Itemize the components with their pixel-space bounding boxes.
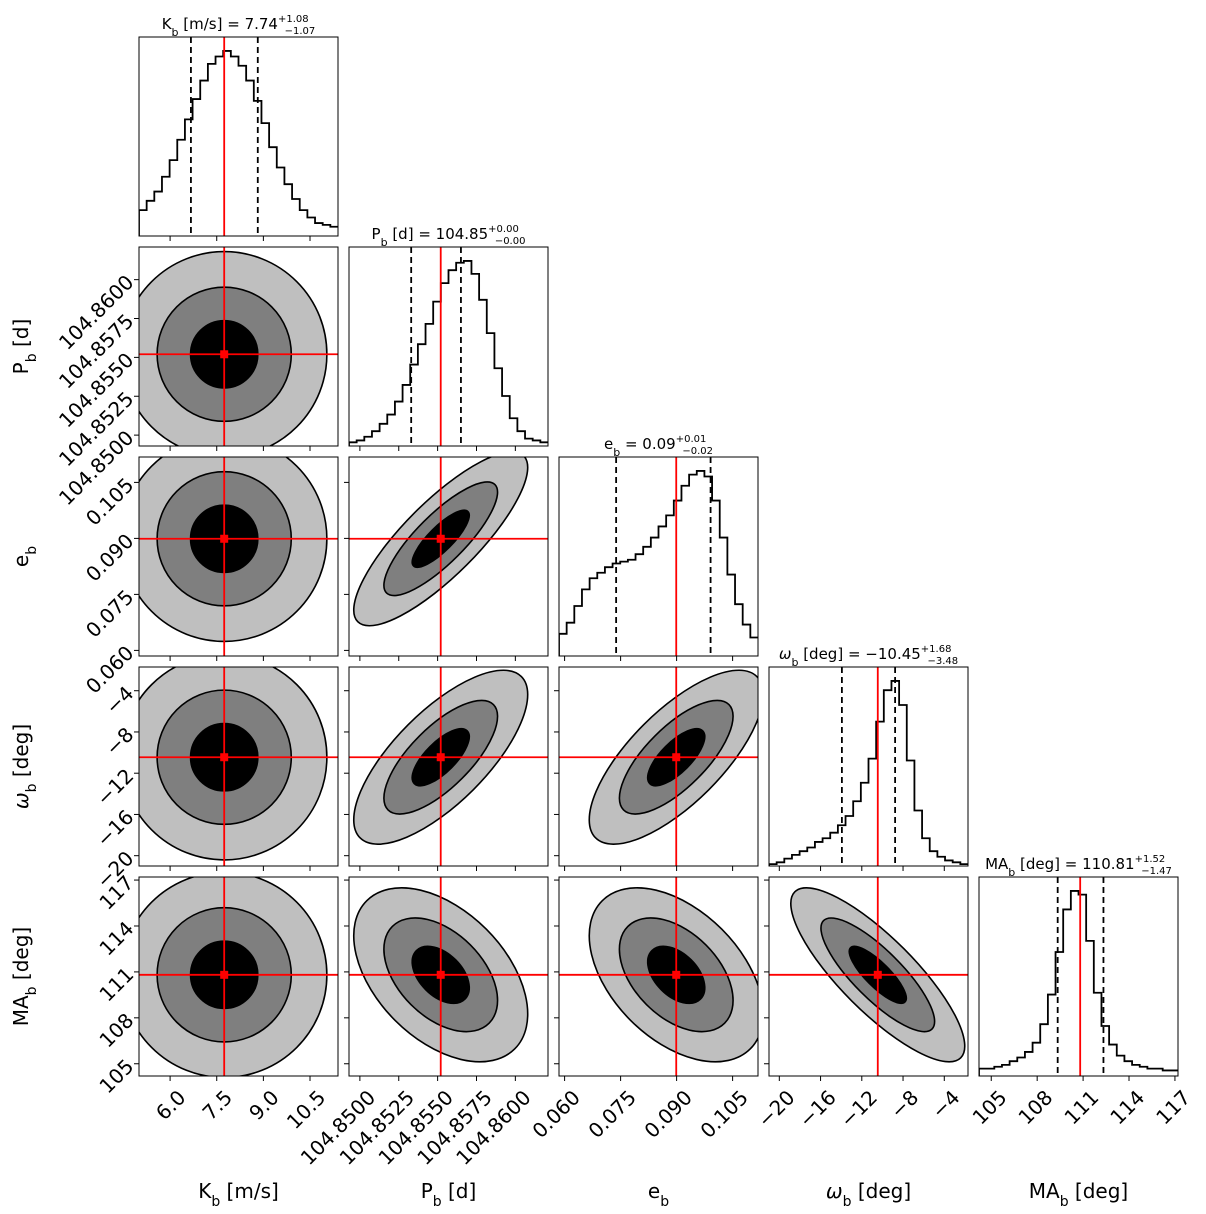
panel-frame [348, 246, 549, 447]
x-tick-label-MA: 114 [1105, 1085, 1149, 1129]
y-tick-label-MA: 105 [94, 1054, 138, 1098]
x-axis-label-P: Pb [d] [421, 1179, 477, 1210]
histogram-MA [979, 877, 1178, 1076]
panel-frame [978, 876, 1179, 1077]
contour-panel-e-K [139, 457, 338, 656]
contour-panel-e-P [349, 457, 548, 656]
panel-frame [768, 876, 969, 1077]
x-tick-label-K: 7.5 [198, 1085, 237, 1124]
hist-step-line-e [559, 470, 758, 656]
contour-panel-w-e [559, 667, 758, 866]
x-tick-label-e: 0.090 [639, 1085, 696, 1142]
panel-frame [348, 876, 549, 1077]
hist-step-line-w [769, 680, 968, 866]
x-tick-label-w: −20 [753, 1085, 800, 1132]
contour-panel-MA-w [769, 877, 968, 1076]
hist-title-e: eb = 0.09+0.01 −0.02 [604, 434, 713, 459]
x-axis-label-MA: MAb [deg] [1029, 1179, 1129, 1210]
x-tick-label-K: 6.0 [151, 1085, 190, 1124]
y-tick-label-w: −16 [92, 805, 139, 852]
contour-panel-w-K [139, 667, 338, 866]
y-tick-label-e: 0.075 [81, 585, 138, 642]
contour-panel-w-P [349, 667, 548, 866]
panel-frame [138, 36, 339, 237]
x-tick-label-w: −8 [886, 1085, 924, 1123]
truth-marker [436, 753, 445, 762]
y-axis-label-e: eb [9, 546, 40, 567]
panel-frame [558, 876, 759, 1077]
y-axis-label-MA: MAb [deg] [9, 927, 40, 1027]
hist-step-line-K [139, 50, 338, 236]
contour-panel-MA-P [349, 877, 548, 1076]
panel-frame [768, 666, 969, 867]
hist-title-w: ωb [deg] = −10.45+1.68 −3.48 [779, 644, 958, 669]
panel-frame [138, 246, 339, 447]
panel-frame [138, 456, 339, 657]
truth-marker [220, 970, 229, 979]
x-axis-label-K: Kb [m/s] [198, 1179, 279, 1210]
y-tick-label-MA: 111 [94, 962, 138, 1006]
x-tick-label-e: 0.075 [583, 1085, 640, 1142]
x-tick-label-MA: 117 [1151, 1085, 1195, 1129]
contour-panel-MA-K [139, 877, 338, 1076]
y-axis-label-w: ωb [deg] [9, 724, 40, 809]
hist-title-P: Pb [d] = 104.85+0.00 −0.00 [372, 224, 526, 249]
x-axis-label-e: eb [648, 1179, 669, 1210]
x-tick-label-MA: 108 [1013, 1085, 1057, 1129]
truth-marker [220, 753, 229, 762]
y-tick-label-MA: 114 [94, 916, 138, 960]
panel-frame [348, 456, 549, 657]
x-tick-label-w: −16 [794, 1085, 841, 1132]
truth-marker [220, 534, 229, 543]
x-tick-label-e: 0.060 [527, 1085, 584, 1142]
histogram-K [139, 37, 338, 236]
panel-frame [138, 876, 339, 1077]
hist-title-K: Kb [m/s] = 7.74+1.08 −1.07 [162, 14, 316, 39]
x-tick-label-w: −12 [835, 1085, 882, 1132]
contour-panel-P-K [139, 247, 338, 446]
truth-marker [873, 970, 882, 979]
hist-step-line-P [349, 260, 548, 446]
hist-step-line-MA [979, 890, 1178, 1076]
panel-frame [558, 456, 759, 657]
histogram-P [349, 247, 548, 446]
truth-marker [672, 753, 681, 762]
histogram-w [769, 667, 968, 866]
y-tick-label-w: −8 [101, 722, 139, 760]
truth-marker [220, 350, 229, 359]
truth-marker [436, 534, 445, 543]
x-tick-label-e: 0.105 [695, 1085, 752, 1142]
truth-marker [672, 970, 681, 979]
truth-marker [436, 970, 445, 979]
histogram-e [559, 457, 758, 656]
x-tick-label-w: −4 [927, 1085, 965, 1123]
panel-frame [558, 666, 759, 867]
y-tick-label-MA: 108 [94, 1008, 138, 1052]
x-tick-label-K: 9.0 [244, 1085, 283, 1124]
hist-title-MA: MAb [deg] = 110.81+1.52 −1.47 [985, 854, 1172, 879]
x-tick-label-MA: 105 [968, 1085, 1012, 1129]
x-axis-label-w: ωb [deg] [826, 1179, 911, 1210]
x-tick-label-MA: 111 [1059, 1085, 1103, 1129]
panel-frame [348, 666, 549, 867]
y-axis-label-P: Pb [d] [9, 319, 40, 375]
y-tick-label-w: −12 [92, 764, 139, 811]
y-tick-label-e: 0.090 [81, 529, 138, 586]
panel-frame [138, 666, 339, 867]
contour-panel-MA-e [559, 877, 758, 1076]
